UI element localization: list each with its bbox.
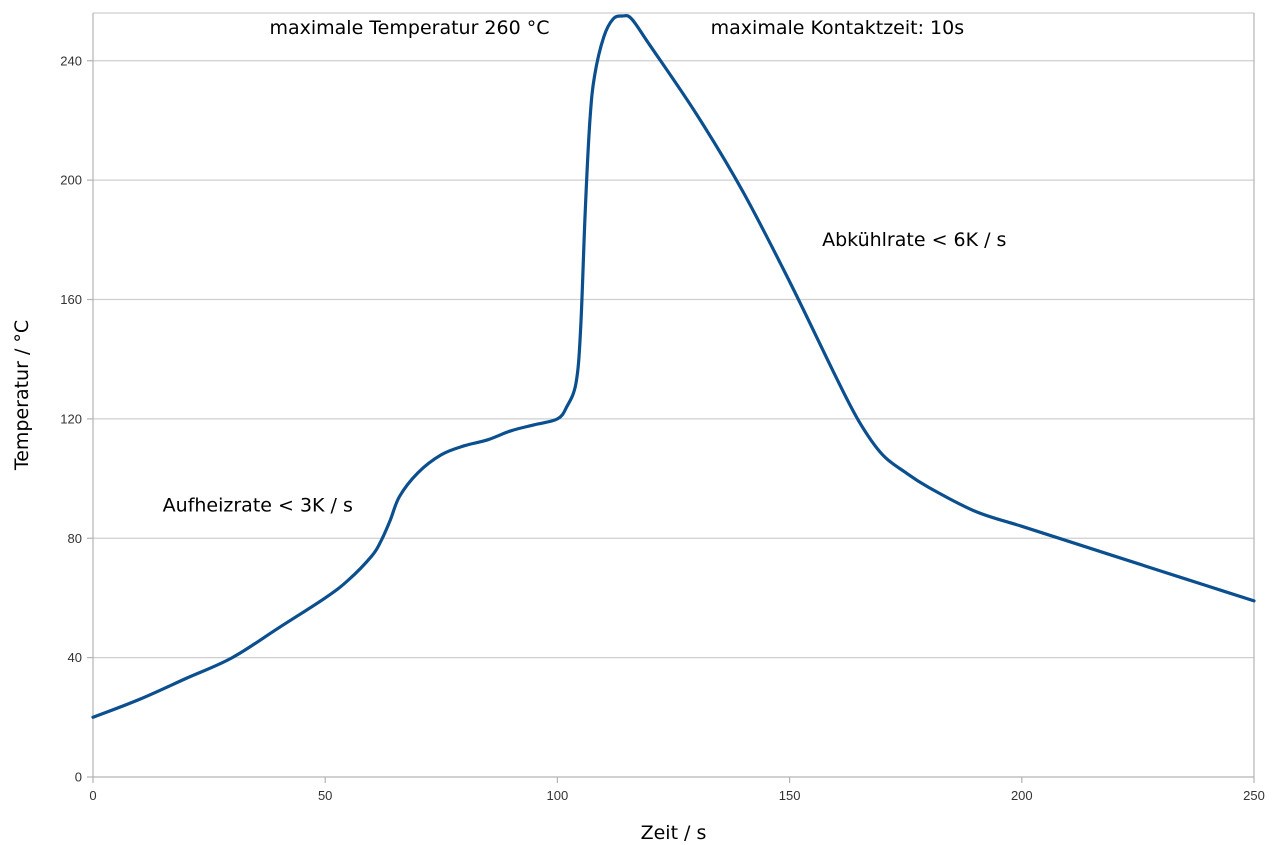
y-tick-label: 80 xyxy=(68,531,82,546)
annotation-text: maximale Kontaktzeit: 10s xyxy=(711,17,964,39)
annotation-text: Abkühlrate < 6K / s xyxy=(822,229,1006,251)
temperature-profile-line xyxy=(91,14,1256,719)
gridlines xyxy=(93,12,1254,659)
y-tick-label: 240 xyxy=(60,53,82,68)
y-tick-label: 0 xyxy=(75,770,82,785)
y-tick-label: 40 xyxy=(68,650,82,665)
series-layer xyxy=(91,14,1256,719)
annotation-text: maximale Temperatur 260 °C xyxy=(269,17,549,39)
x-tick-label: 250 xyxy=(1243,788,1265,803)
y-tick-label: 120 xyxy=(60,411,82,426)
x-tick-label: 0 xyxy=(89,788,96,803)
x-tick-label: 200 xyxy=(1011,788,1033,803)
y-tick-label: 200 xyxy=(60,173,82,188)
x-tick-label: 100 xyxy=(547,788,569,803)
y-axis-title: Temperatur / °C xyxy=(11,320,33,471)
y-tick-label: 160 xyxy=(60,292,82,307)
annotations: maximale Temperatur 260 °C maximale Konta… xyxy=(163,17,1007,517)
axes: 0 40 80 120 160 200 240 0 50 100 150 200 250 xyxy=(60,13,1265,803)
x-tick-label: 150 xyxy=(779,788,801,803)
x-axis-title: Zeit / s xyxy=(641,822,707,844)
annotation-text: Aufheizrate < 3K / s xyxy=(163,494,353,516)
x-tick-label: 50 xyxy=(318,788,332,803)
